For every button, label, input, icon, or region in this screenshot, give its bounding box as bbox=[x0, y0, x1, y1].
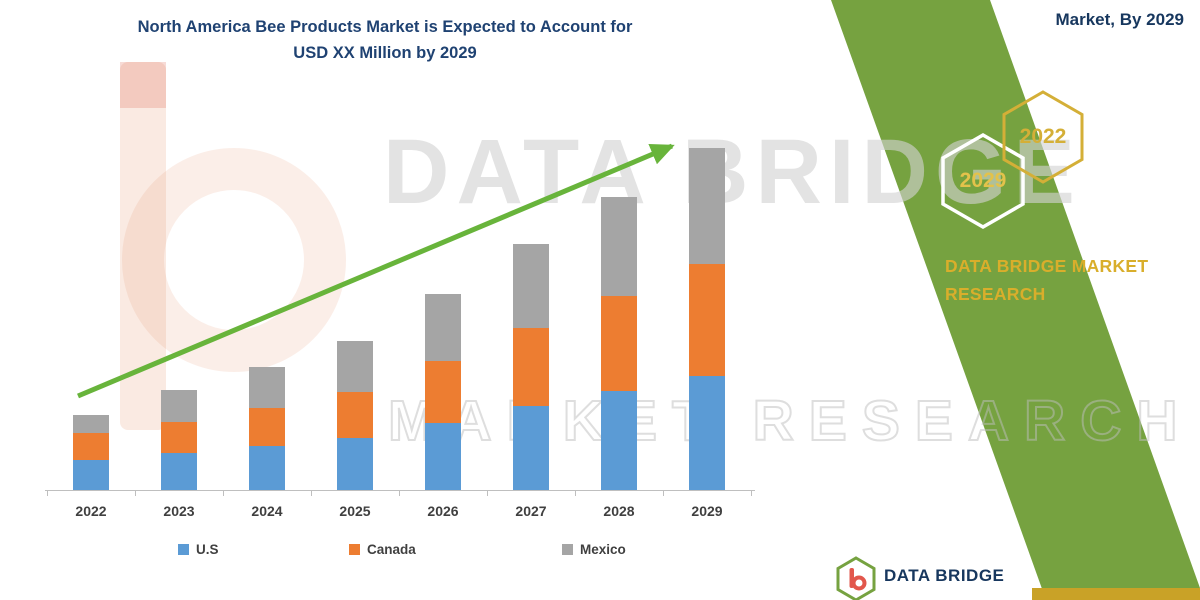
bar-segment-canada bbox=[73, 433, 109, 460]
bar-2024 bbox=[249, 367, 285, 490]
bar-segment-us bbox=[73, 460, 109, 490]
bar-segment-mexico bbox=[425, 294, 461, 361]
legend-label-us: U.S bbox=[196, 542, 219, 557]
x-axis-label-2022: 2022 bbox=[75, 503, 107, 519]
dbmr-logo-b-ring bbox=[851, 575, 867, 591]
x-axis-tick bbox=[311, 490, 312, 496]
bars-layer bbox=[73, 148, 725, 490]
x-axis-tick bbox=[47, 490, 48, 496]
x-axis-tick bbox=[751, 490, 752, 496]
legend-swatch-us bbox=[178, 544, 189, 555]
bar-2028 bbox=[601, 197, 637, 490]
x-axis-label-2024: 2024 bbox=[251, 503, 283, 519]
chart-title-line2: USD XX Million by 2029 bbox=[293, 44, 477, 62]
bar-segment-us bbox=[601, 391, 637, 490]
bar-2022 bbox=[73, 415, 109, 490]
bar-segment-mexico bbox=[601, 197, 637, 296]
x-axis-label-2026: 2026 bbox=[427, 503, 459, 519]
bar-segment-canada bbox=[689, 264, 725, 376]
watermark-logo-square bbox=[120, 62, 166, 108]
x-axis-tick bbox=[223, 490, 224, 496]
dbmr-logo-b-bar bbox=[849, 568, 854, 588]
bar-segment-mexico bbox=[249, 367, 285, 408]
legend-swatch-canada bbox=[349, 544, 360, 555]
bar-segment-mexico bbox=[73, 415, 109, 433]
bar-2023 bbox=[161, 390, 197, 490]
bar-segment-us bbox=[249, 446, 285, 490]
side-brand: DATA BRIDGE MARKET RESEARCH bbox=[945, 252, 1148, 308]
x-axis-label-2029: 2029 bbox=[691, 503, 723, 519]
legend-label-canada: Canada bbox=[367, 542, 416, 557]
bar-chart: 2022 2023 2024 2025 2026 2027 2028 2029 bbox=[45, 148, 755, 519]
x-axis-tick bbox=[135, 490, 136, 496]
bar-segment-mexico bbox=[513, 244, 549, 328]
legend-label-mexico: Mexico bbox=[580, 542, 626, 557]
bar-segment-canada bbox=[249, 408, 285, 446]
bar-segment-canada bbox=[161, 422, 197, 453]
bar-2025 bbox=[337, 341, 373, 490]
bar-segment-canada bbox=[337, 392, 373, 438]
bar-segment-us bbox=[425, 423, 461, 490]
x-axis-tick bbox=[575, 490, 576, 496]
footer-brand: DATA BRIDGE bbox=[884, 566, 1005, 585]
legend-item-us: U.S bbox=[178, 542, 219, 557]
bar-segment-us bbox=[337, 438, 373, 490]
x-axis-label-2027: 2027 bbox=[515, 503, 547, 519]
x-axis-label-2023: 2023 bbox=[163, 503, 195, 519]
legend-swatch-mexico bbox=[562, 544, 573, 555]
side-brand-line2: RESEARCH bbox=[945, 284, 1046, 304]
bar-segment-canada bbox=[425, 361, 461, 423]
bar-segment-canada bbox=[513, 328, 549, 406]
chart-title-line1: North America Bee Products Market is Exp… bbox=[137, 18, 633, 36]
bar-segment-us bbox=[689, 376, 725, 490]
bar-2026 bbox=[425, 294, 461, 490]
x-axis-tick bbox=[663, 490, 664, 496]
bar-2029 bbox=[689, 148, 725, 490]
x-axis-label-2025: 2025 bbox=[339, 503, 371, 519]
bar-segment-us bbox=[161, 453, 197, 490]
legend-item-canada: Canada bbox=[349, 542, 416, 557]
bar-segment-mexico bbox=[689, 148, 725, 264]
side-brand-line1: DATA BRIDGE MARKET bbox=[945, 256, 1149, 276]
bar-segment-mexico bbox=[337, 341, 373, 392]
footer-gold-bar bbox=[1032, 588, 1200, 600]
bar-segment-us bbox=[513, 406, 549, 490]
hexagon-2029-label: 2029 bbox=[959, 169, 1007, 192]
x-axis-label-2028: 2028 bbox=[603, 503, 635, 519]
x-axis-line bbox=[45, 490, 755, 491]
bar-segment-mexico bbox=[161, 390, 197, 422]
chart-title: North America Bee Products Market is Exp… bbox=[60, 14, 710, 66]
x-axis-tick bbox=[487, 490, 488, 496]
hexagon-2022-label: 2022 bbox=[1019, 125, 1067, 148]
x-axis-tick bbox=[399, 490, 400, 496]
bar-2027 bbox=[513, 244, 549, 490]
dbmr-logo-icon bbox=[836, 556, 876, 600]
bar-segment-canada bbox=[601, 296, 637, 391]
market-by-label: Market, By 2029 bbox=[1055, 10, 1184, 29]
legend-item-mexico: Mexico bbox=[562, 542, 626, 557]
